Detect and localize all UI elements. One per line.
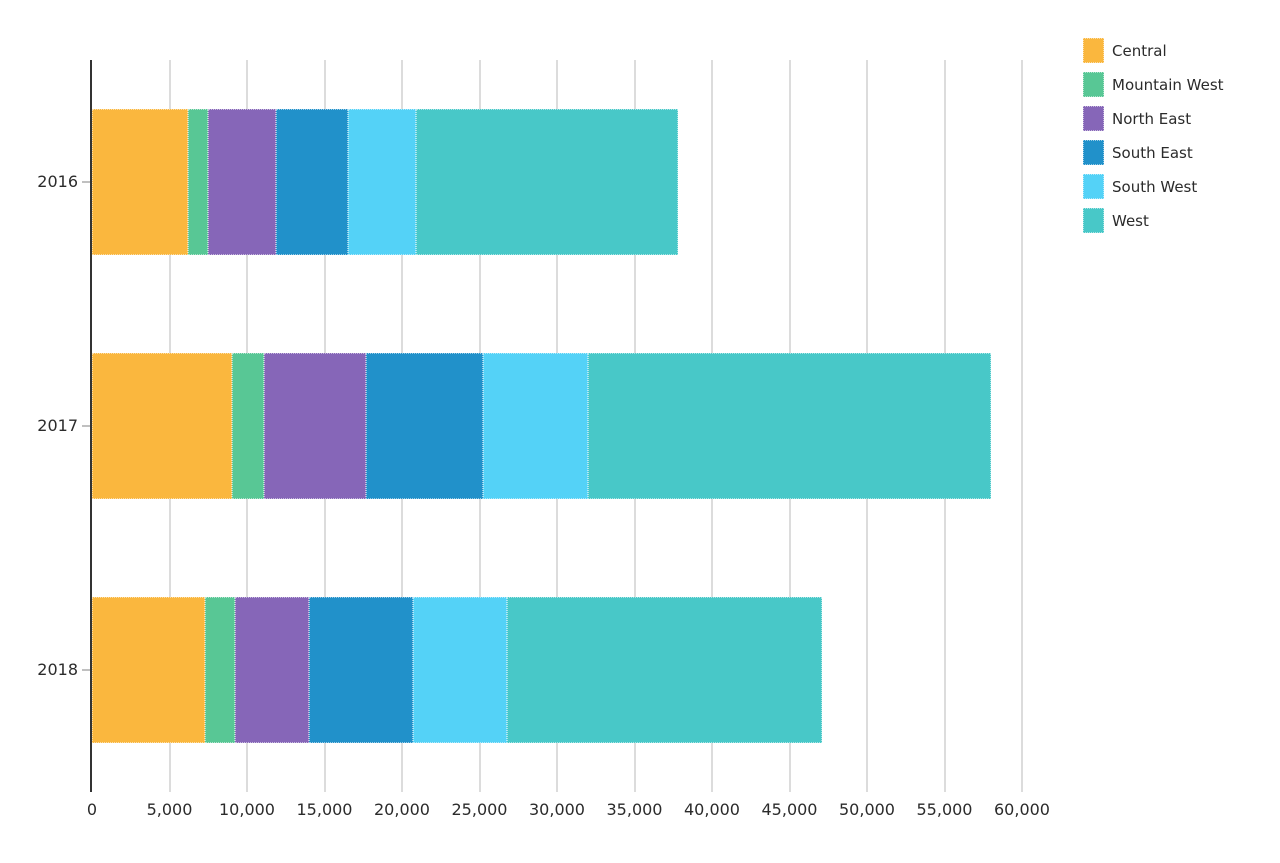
y-axis-label-2018: 2018 bbox=[37, 660, 78, 679]
legend-label-north-east: North East bbox=[1112, 109, 1192, 128]
bar-segment-2016-central[interactable] bbox=[92, 109, 189, 255]
x-tick-label-30-000: 30,000 bbox=[529, 800, 585, 819]
bar-row-2017 bbox=[92, 353, 991, 499]
x-tick-label-50-000: 50,000 bbox=[839, 800, 895, 819]
x-tick-label-25-000: 25,000 bbox=[451, 800, 508, 819]
bar-segment-2018-south-east[interactable] bbox=[308, 597, 413, 743]
bar-segment-2017-central[interactable] bbox=[92, 353, 232, 499]
legend-label-south-west: South West bbox=[1112, 177, 1198, 196]
y-axis-tick bbox=[82, 669, 90, 671]
y-axis-label-2017: 2017 bbox=[37, 416, 78, 435]
bar-segment-2018-mountain-west[interactable] bbox=[205, 597, 235, 743]
legend: Central Mountain West North East South East… bbox=[1083, 38, 1224, 242]
bar-segment-2018-west[interactable] bbox=[507, 597, 822, 743]
legend-label-south-east: South East bbox=[1112, 143, 1193, 162]
bar-segment-2017-north-east[interactable] bbox=[264, 353, 367, 499]
y-axis-label-2016: 2016 bbox=[37, 172, 78, 191]
plot-area bbox=[90, 60, 1023, 792]
legend-item-mountain-west[interactable]: Mountain West bbox=[1083, 72, 1224, 97]
bar-segment-2018-south-west[interactable] bbox=[412, 597, 508, 743]
x-tick-label-35-000: 35,000 bbox=[606, 800, 663, 819]
bar-segment-2016-mountain-west[interactable] bbox=[188, 109, 209, 255]
bar-segment-2017-mountain-west[interactable] bbox=[231, 353, 265, 499]
legend-item-south-east[interactable]: South East bbox=[1083, 140, 1224, 165]
x-tick-label-40-000: 40,000 bbox=[684, 800, 740, 819]
bar-segment-2018-central[interactable] bbox=[92, 597, 206, 743]
legend-item-north-east[interactable]: North East bbox=[1083, 106, 1224, 131]
bar-segment-2016-north-east[interactable] bbox=[208, 109, 277, 255]
x-tick-label-10-000: 10,000 bbox=[219, 800, 275, 819]
x-tick-label-0: 0 bbox=[86, 800, 98, 819]
legend-swatch-south-west bbox=[1083, 174, 1104, 199]
legend-item-south-west[interactable]: South West bbox=[1083, 174, 1224, 199]
legend-swatch-central bbox=[1083, 38, 1104, 63]
legend-label-central: Central bbox=[1112, 41, 1167, 60]
legend-item-west[interactable]: West bbox=[1083, 208, 1224, 233]
y-axis-line bbox=[90, 60, 92, 792]
x-tick-label-55-000: 55,000 bbox=[916, 800, 973, 819]
bar-segment-2016-south-east[interactable] bbox=[276, 109, 348, 255]
bar-segment-2017-south-west[interactable] bbox=[482, 353, 588, 499]
bar-segment-2017-west[interactable] bbox=[587, 353, 991, 499]
x-tick-label-60-000: 60,000 bbox=[994, 800, 1050, 819]
bar-row-2016 bbox=[92, 109, 678, 255]
bar-segment-2016-south-west[interactable] bbox=[347, 109, 416, 255]
x-tick-label-20-000: 20,000 bbox=[374, 800, 430, 819]
legend-swatch-west bbox=[1083, 208, 1104, 233]
gridline bbox=[1021, 60, 1023, 792]
legend-swatch-north-east bbox=[1083, 106, 1104, 131]
x-tick-label-15-000: 15,000 bbox=[296, 800, 353, 819]
y-axis-tick bbox=[82, 425, 90, 427]
x-tick-label-5-000: 5,000 bbox=[146, 800, 193, 819]
legend-item-central[interactable]: Central bbox=[1083, 38, 1224, 63]
x-tick-label-45-000: 45,000 bbox=[761, 800, 818, 819]
legend-swatch-south-east bbox=[1083, 140, 1104, 165]
legend-label-west: West bbox=[1112, 211, 1149, 230]
y-axis-tick bbox=[82, 181, 90, 183]
bar-segment-2016-west[interactable] bbox=[415, 109, 678, 255]
legend-label-mountain-west: Mountain West bbox=[1112, 75, 1224, 94]
bar-segment-2017-south-east[interactable] bbox=[366, 353, 483, 499]
bar-segment-2018-north-east[interactable] bbox=[234, 597, 309, 743]
legend-swatch-mountain-west bbox=[1083, 72, 1104, 97]
bar-row-2018 bbox=[92, 597, 822, 743]
